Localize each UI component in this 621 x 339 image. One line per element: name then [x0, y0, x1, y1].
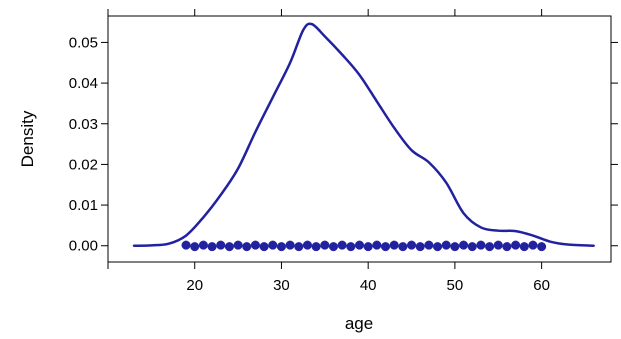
rug-point [364, 242, 373, 251]
rug-point [503, 242, 512, 251]
rug-point [399, 242, 408, 251]
y-tick-label: 0.05 [69, 34, 98, 51]
rug-point [338, 241, 347, 250]
rug-point [321, 241, 330, 250]
rug-point [468, 242, 477, 251]
y-tick-label: 0.03 [69, 116, 98, 133]
rug-point [485, 242, 494, 251]
rug-point [260, 242, 269, 251]
rug-point [277, 242, 286, 251]
x-tick-label: 50 [447, 277, 464, 294]
x-tick-label: 20 [186, 277, 203, 294]
rug-point [451, 242, 460, 251]
rug-point [407, 241, 416, 250]
rug-point [199, 241, 208, 250]
axis-ticks [101, 9, 618, 269]
rug-points-group [182, 241, 546, 251]
rug-point [373, 241, 382, 250]
rug-point [355, 241, 364, 250]
rug-point [416, 242, 425, 251]
axis-tick-labels: 0.00 0.01 0.02 0.03 0.04 0.05 20 30 40 50 60 [69, 34, 550, 294]
rug-point [520, 242, 529, 251]
rug-point [511, 241, 520, 250]
rug-point [390, 241, 399, 250]
rug-point [442, 241, 451, 250]
rug-point [329, 242, 338, 251]
rug-point [459, 241, 468, 250]
y-tick-label: 0.00 [69, 238, 98, 255]
rug-point [208, 242, 217, 251]
x-axis-title: age [345, 314, 373, 333]
rug-point [251, 241, 260, 250]
rug-point [268, 241, 277, 250]
rug-point [347, 242, 356, 251]
x-tick-label: 30 [273, 277, 290, 294]
rug-point [216, 241, 225, 250]
rug-point [225, 242, 234, 251]
rug-point [537, 242, 546, 251]
plot-frame [108, 16, 611, 262]
rug-point [477, 241, 486, 250]
y-tick-label: 0.02 [69, 156, 98, 173]
density-curve [134, 24, 594, 246]
rug-point [286, 241, 295, 250]
rug-point [242, 242, 251, 251]
rug-point [294, 242, 303, 251]
y-tick-label: 0.04 [69, 75, 98, 92]
rug-point [182, 241, 191, 250]
x-tick-label: 60 [533, 277, 550, 294]
rug-point [425, 241, 434, 250]
rug-point [312, 242, 321, 251]
y-tick-label: 0.01 [69, 197, 98, 214]
y-axis-title: Density [18, 110, 37, 167]
rug-point [529, 241, 538, 250]
rug-point [494, 241, 503, 250]
rug-point [433, 242, 442, 251]
rug-point [381, 242, 390, 251]
rug-point [190, 242, 199, 251]
rug-point [234, 241, 243, 250]
x-tick-label: 40 [360, 277, 377, 294]
rug-point [303, 241, 312, 250]
